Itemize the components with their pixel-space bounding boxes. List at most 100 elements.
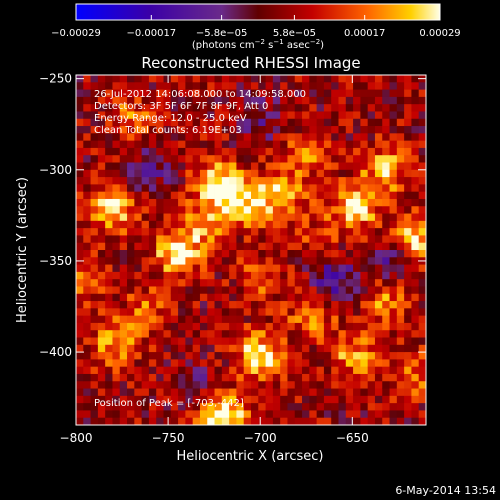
heatmap-cell [323,184,332,193]
heatmap-cell [221,235,230,244]
heatmap-cell [163,82,172,90]
heatmap-cell [127,198,135,207]
heatmap-cell [97,206,106,214]
heatmap-cell [265,228,274,236]
heatmap-cell [374,330,383,338]
heatmap-cell [221,198,230,207]
heatmap-cell [345,184,354,193]
heatmap-cell [83,155,91,163]
heatmap-cell [83,111,91,120]
heatmap-cell [302,330,310,338]
heatmap-cell [265,147,274,156]
heatmap-cell [236,271,245,280]
heatmap-cell [374,111,383,120]
heatmap-cell [374,140,383,149]
heatmap-cell [338,301,347,309]
heatmap-cell [265,308,274,317]
heatmap-cell [90,118,99,127]
heatmap-cell [148,301,157,309]
heatmap-cell [134,286,143,295]
heatmap-cell [229,366,237,375]
heatmap-cell [192,228,201,236]
heatmap-cell [316,417,325,425]
heatmap-cell [207,257,215,265]
heatmap-cell [418,111,426,120]
heatmap-cell [97,352,106,360]
heatmap-cell [251,75,259,83]
heatmap-cell [134,257,143,265]
heatmap-cell [243,220,252,229]
heatmap-cell [199,403,208,411]
heatmap-cell [76,177,84,185]
heatmap-cell [192,352,201,360]
heatmap-cell [199,111,208,120]
heatmap-cell [207,410,215,419]
heatmap-cell [119,330,128,338]
heatmap-cell [83,162,91,171]
heatmap-cell [199,301,208,309]
heatmap-cell [156,271,164,280]
heatmap-cell [214,286,223,295]
heatmap-cell [323,417,332,425]
heatmap-cell [214,147,223,156]
footer-date: 6-May-2014 13:54 [395,484,496,497]
heatmap-cell [353,286,361,295]
heatmap-cell [374,191,383,200]
heatmap-cell [323,162,332,171]
heatmap-cell [353,206,361,214]
heatmap-cell [418,308,426,317]
heatmap-cell [396,352,405,360]
heatmap-cell [338,271,347,280]
heatmap-cell [178,257,186,265]
heatmap-cell [199,213,208,222]
heatmap-cell [156,155,164,163]
heatmap-cell [207,191,215,200]
heatmap-cell [309,322,318,331]
heatmap-cell [97,147,106,156]
heatmap-cell [156,198,164,207]
heatmap-cell [396,82,405,90]
heatmap-cell [360,308,369,317]
heatmap-cell [360,162,369,171]
heatmap-cell [331,366,339,375]
heatmap-cell [294,235,303,244]
heatmap-cell [199,271,208,280]
heatmap-cell [214,228,223,236]
heatmap-cell [127,388,135,397]
heatmap-cell [170,286,179,295]
heatmap-cell [389,271,398,280]
heatmap-cell [236,228,245,236]
heatmap-cell [170,417,179,425]
heatmap-cell [90,220,99,229]
heatmap-cell [367,184,376,193]
heatmap-cell [207,75,215,83]
heatmap-cell [207,381,215,389]
heatmap-cell [345,359,354,368]
heatmap-cell [280,228,288,236]
heatmap-cell [287,213,296,222]
heatmap-cell [127,308,135,317]
heatmap-cell [163,417,172,425]
heatmap-cell [360,352,369,360]
heatmap-cell [382,395,390,404]
heatmap-cell [309,330,318,338]
heatmap-cell [127,293,135,302]
heatmap-cell [236,133,245,142]
heatmap-cell [389,417,398,425]
heatmap-cell [374,359,383,368]
heatmap-cell [236,177,245,185]
heatmap-cell [170,242,179,251]
heatmap-cell [411,126,420,134]
colorbar-tick-label: 0.00017 [344,28,385,39]
heatmap-cell [192,147,201,156]
heatmap-cell [389,308,398,317]
heatmap-cell [389,133,398,142]
heatmap-cell [90,359,99,368]
heatmap-cell [418,286,426,295]
heatmap-cell [251,417,259,425]
heatmap-cell [236,89,245,98]
heatmap-cell [178,75,186,83]
heatmap-cell [258,271,266,280]
heatmap-cell [287,373,296,382]
heatmap-cell [404,96,412,105]
